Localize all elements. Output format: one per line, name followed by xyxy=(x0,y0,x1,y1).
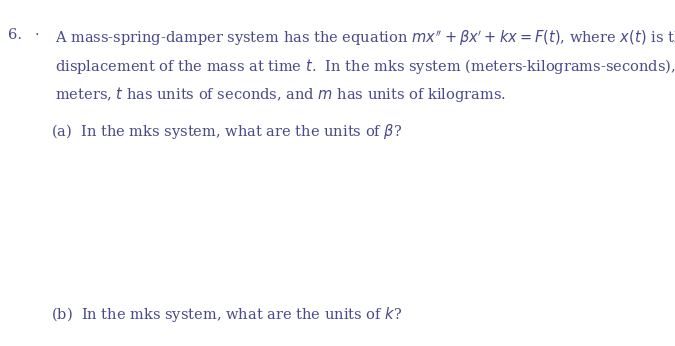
Text: (b)  In the mks system, what are the units of $k$?: (b) In the mks system, what are the unit… xyxy=(51,305,402,324)
Text: ·: · xyxy=(35,28,40,42)
Text: meters, $t$ has units of seconds, and $m$ has units of kilograms.: meters, $t$ has units of seconds, and $m… xyxy=(55,85,506,104)
Text: displacement of the mass at time $t$.  In the mks system (meters-kilograms-secon: displacement of the mass at time $t$. In… xyxy=(55,57,675,76)
Text: (a)  In the mks system, what are the units of $\beta$?: (a) In the mks system, what are the unit… xyxy=(51,122,402,141)
Text: 6.: 6. xyxy=(8,28,22,42)
Text: A mass-spring-damper system has the equation $mx'' + \beta x' + kx = F(t)$, wher: A mass-spring-damper system has the equa… xyxy=(55,28,675,48)
